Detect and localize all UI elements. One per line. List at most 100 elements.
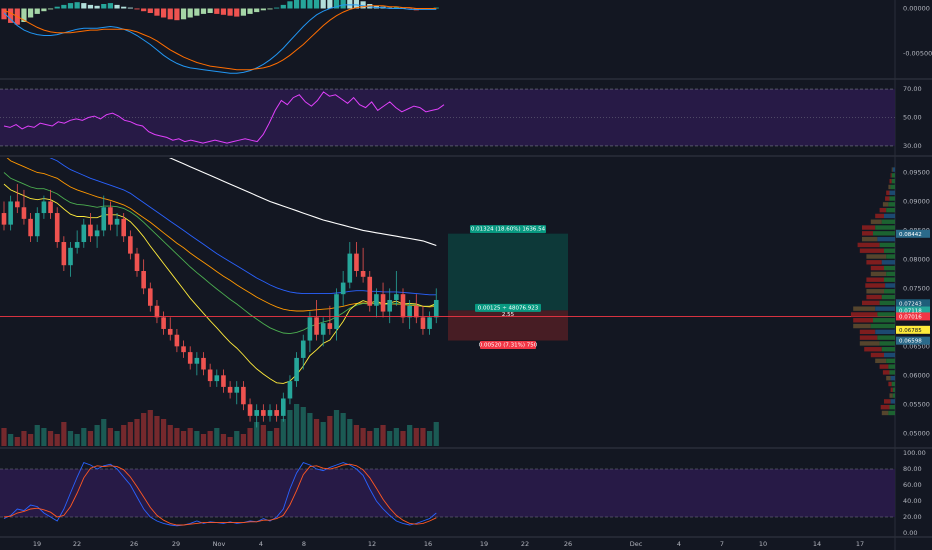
time-axis[interactable]: 19 22 26 29 Nov 4 8 12 16 19 22 26 Dec 4 7 10 14 17 [33,540,864,548]
candle-body [354,253,359,271]
volume-profile-up [889,190,895,195]
volume-profile-down [889,178,892,184]
price-tag-box [896,306,930,315]
candle-body [15,201,20,208]
volume-profile-down [853,306,876,311]
date-axis-label: 19 [480,540,488,548]
price-axis-tick-label: 0.06000 [903,371,930,379]
candle-body [347,253,353,283]
candle-body [314,317,319,335]
volume-profile-down [853,323,871,329]
stoch-pane[interactable] [0,462,895,527]
price-pane[interactable] [0,68,895,446]
macd-histogram-bar [393,6,399,9]
volume-bar [67,431,74,446]
price-tag-label: 0.06598 [899,339,922,345]
candle-body [161,317,166,329]
candle-body [374,294,379,306]
long-position-tool[interactable]: 0.01324 (18.60%) 1636.54 0.00125 ÷ 48076… [470,225,546,350]
rsi-axis-tick-label: 70.00 [903,85,922,93]
volume-bar [74,434,80,446]
macd-signal-line [3,5,437,71]
ema-orange-line [6,158,437,312]
candle-body [320,323,326,335]
volume-bar [227,437,233,446]
ema-green-line [3,172,437,335]
candle-body [254,410,259,416]
volume-bar [240,434,246,446]
volume-profile-up [891,178,895,184]
price-tag-box [896,299,930,308]
candle-body [300,340,306,358]
macd-histogram-bar [134,8,140,10]
candle-body [207,369,213,382]
volume-bar [274,428,280,446]
volume-profile-up [873,318,895,323]
volume-bar [41,428,47,446]
macd-histogram-bar [340,0,346,9]
macd-histogram-bar [360,1,366,9]
volume-bar [94,425,100,446]
candle-body [181,346,186,353]
volume-profile-down [859,329,876,335]
price-axis[interactable]: 0.00000 -0.00500 70.00 50.00 30.00 0.09500 0.0… [903,5,932,538]
macd-histogram-bar [114,4,120,9]
volume-bar [380,425,386,446]
volume-profile-up [875,225,895,230]
volume-profile-up [891,173,895,178]
candle-body [261,410,266,416]
volume-profile-down [884,399,891,404]
volume-bar [207,431,213,446]
date-axis-label: Dec [630,540,643,548]
macd-histogram-bar [214,8,220,14]
macd-histogram-bar [247,8,253,14]
position-target-zone [448,233,568,311]
macd-histogram-bar [313,0,320,9]
volume-bar [194,431,200,446]
volume-profile-down [888,381,892,387]
candle-body [433,299,439,318]
macd-histogram-bar [61,4,67,9]
macd-histogram-bar [147,8,153,13]
position-risk-reward-ratio: 2.55 [502,312,515,318]
volume-profile-up [884,248,895,253]
candle-body [128,236,133,254]
candle-body [227,386,233,393]
rsi-pane[interactable] [0,88,895,147]
date-axis-label: 17 [856,540,864,548]
price-tag-label: 0.08442 [899,232,922,238]
volume-profile-up [877,236,895,242]
candle-body [214,375,220,382]
candle-body [407,305,412,318]
volume-bar [420,428,426,446]
volume-profile-down [864,347,882,352]
volume-bar [427,431,433,446]
price-axis-tick-label: 0.07500 [903,284,930,292]
position-target-label-box [470,225,546,234]
date-axis-label: 22 [73,540,81,548]
stoch-axis-tick-label: 20.00 [903,513,922,521]
macd-histogram-bar [34,8,40,14]
volume-bar [121,425,127,446]
volume-bar [14,437,20,446]
volume-profile-down [880,404,890,410]
date-axis-label: Nov [213,540,226,548]
candle-body [41,201,47,214]
volume-profile-up [888,364,895,369]
candle-body [154,305,160,318]
price-tag-box [896,325,930,334]
macd-pane[interactable] [1,0,439,74]
candle-body [360,270,366,277]
volume-profile-down [870,271,887,277]
volume-profile-down [862,300,880,306]
date-axis-label: 22 [521,540,529,548]
volume-profile-up [879,300,895,306]
candle-body [287,381,293,399]
volume-bar [313,419,320,446]
volume-bar [267,431,273,446]
volume-profile-down [865,283,886,288]
price-tag-label: 0.06785 [899,328,922,334]
